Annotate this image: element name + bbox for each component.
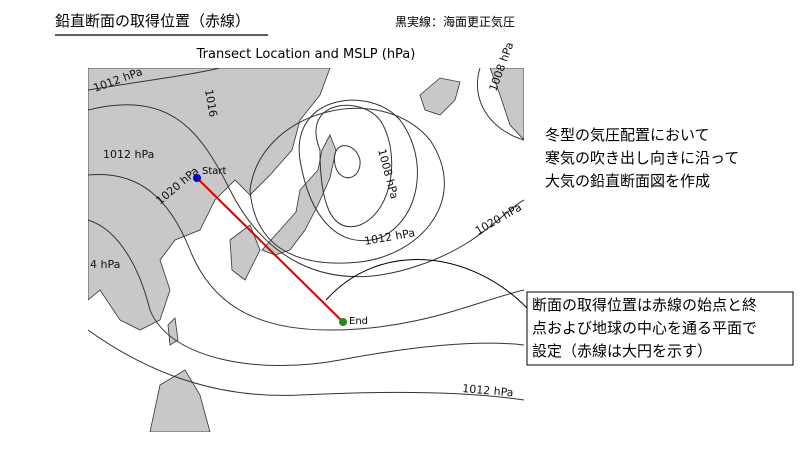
slide-title: 鉛直断面の取得位置（赤線） <box>55 12 250 30</box>
contour-label: 1012 hPa <box>103 148 154 161</box>
description-line: 寒気の吹き出し向きに沿って <box>545 149 739 167</box>
contour-label: 1012 hPa <box>462 382 514 399</box>
contour <box>88 173 524 331</box>
callout-text: 設定（赤線は大円を示す） <box>532 342 712 360</box>
contour <box>88 219 524 367</box>
land <box>88 68 331 331</box>
contour <box>333 145 361 178</box>
land <box>149 369 211 432</box>
contour-label: 4 hPa <box>90 258 120 271</box>
callout-line <box>325 259 528 309</box>
land <box>489 68 524 141</box>
legend-note: 黒実線：海面更正気圧 <box>395 14 515 29</box>
end-point <box>339 318 347 326</box>
callout-box <box>526 291 794 366</box>
contour <box>476 68 524 141</box>
callout-text: 点および地球の中心を通る平面で <box>532 319 757 337</box>
contour <box>88 329 524 401</box>
callout-text: 断面の取得位置は赤線の始点と終 <box>532 296 757 314</box>
description-line: 冬型の気圧配置において <box>545 126 710 144</box>
contour-label: 1016 <box>202 88 220 118</box>
land <box>419 77 461 116</box>
transect-line <box>196 177 344 323</box>
end-label: End <box>349 316 368 327</box>
contour <box>88 104 524 277</box>
map-title: Transect Location and MSLP (hPa) <box>196 47 416 62</box>
start-point <box>193 174 201 182</box>
contour <box>88 68 221 91</box>
start-label: Start <box>202 166 227 177</box>
description-line: 大気の鉛直断面図を作成 <box>545 172 710 190</box>
contour <box>298 99 418 242</box>
contour <box>315 104 393 228</box>
land <box>167 317 179 346</box>
contour <box>249 107 445 264</box>
